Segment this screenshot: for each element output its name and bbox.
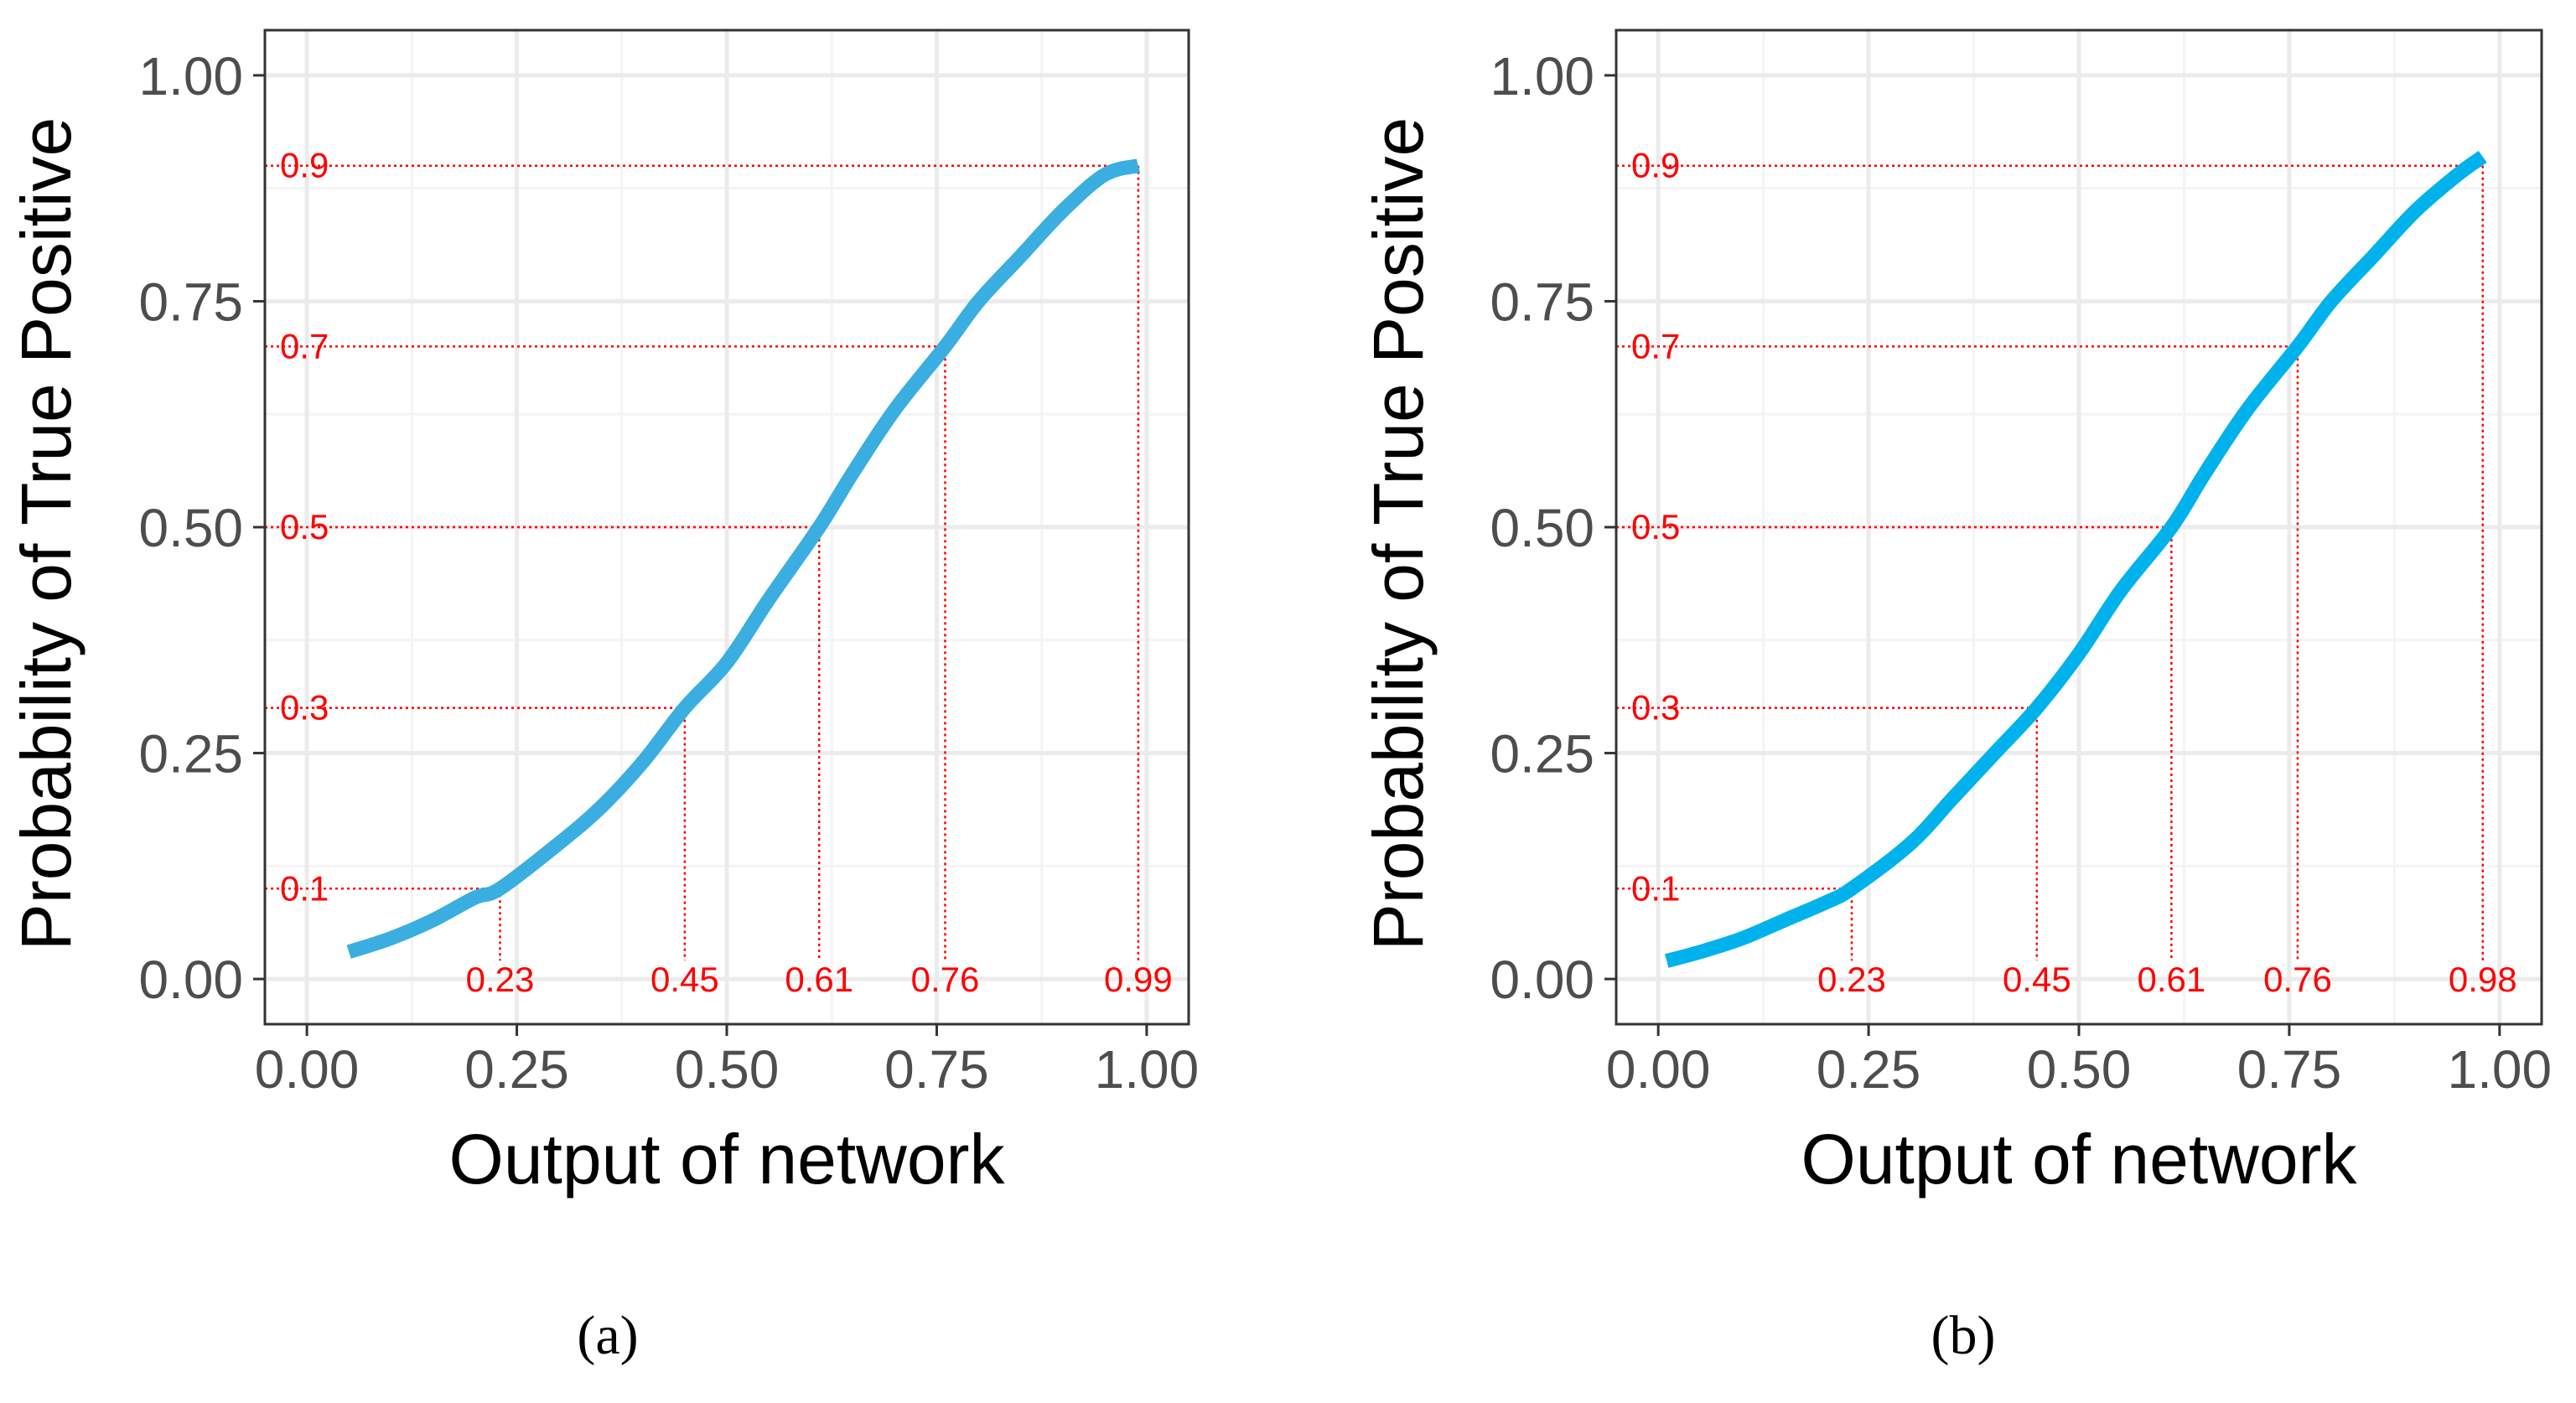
annotation-y-label: 0.1 (1631, 868, 1680, 908)
y-tick-label: 0.75 (138, 272, 243, 332)
annotation-labels: 0.1 0.23 0.3 0.45 0.5 0.61 0.7 0.76 0.9 0.98 (1631, 146, 2517, 999)
annotation-x-label: 0.23 (1817, 960, 1886, 999)
x-tick-label: 0.50 (675, 1039, 780, 1100)
chart-panel-a: 0.10.230.30.450.50.610.70.760.90.990.00 0… (7, 28, 1199, 1366)
x-axis-ticks: 0.00 0.25 0.50 0.75 1.00 (1606, 1024, 2552, 1100)
annotation-y-label: 0.7 (280, 326, 329, 365)
annotation-y-label: 0.5 (1631, 507, 1680, 546)
y-tick-label: 0.75 (1490, 272, 1594, 332)
x-tick-label: 1.00 (1095, 1039, 1200, 1100)
x-tick-label: 0.25 (464, 1039, 569, 1100)
annotation-y-label: 0.9 (280, 146, 329, 185)
annotation-guides (265, 164, 1140, 961)
x-axis-title: Output of network (448, 1120, 1005, 1199)
probability-curve (1665, 150, 2487, 968)
annotation-y-label: 0.3 (280, 688, 329, 727)
chart-panel-b: 0.10.230.30.450.50.610.70.760.90.980.00 0… (1359, 28, 2552, 1366)
annotation-x-label: 0.45 (650, 960, 719, 999)
annotation-x-label: 0.76 (2263, 960, 2332, 999)
y-tick-label: 1.00 (138, 46, 243, 106)
annotation-x-label: 0.76 (911, 960, 980, 999)
annotation-guides (1616, 164, 2484, 961)
annotation-y-label: 0.5 (280, 507, 329, 546)
y-axis-title: Probability of True Positive (7, 117, 86, 950)
y-tick-label: 0.25 (1490, 724, 1594, 784)
x-axis-ticks: 0.00 0.25 0.50 0.75 1.00 (255, 1024, 1199, 1100)
x-tick-label: 0.00 (1606, 1039, 1711, 1100)
annotation-x-label: 0.99 (1104, 960, 1173, 999)
panel-caption: (a) (577, 1305, 638, 1366)
annotation-y-label: 0.3 (1631, 688, 1680, 727)
y-tick-label: 0.00 (138, 950, 243, 1010)
y-tick-label: 0.00 (1490, 950, 1594, 1010)
annotation-x-label: 0.98 (2449, 960, 2517, 999)
y-tick-label: 0.50 (138, 498, 243, 558)
y-axis-ticks: 0.00 0.25 0.50 0.75 1.00 (1490, 46, 1616, 1010)
x-axis-title: Output of network (1801, 1120, 2357, 1199)
y-tick-label: 0.25 (138, 724, 243, 784)
x-tick-label: 0.00 (255, 1039, 360, 1100)
y-axis-ticks: 0.00 0.25 0.50 0.75 1.00 (138, 46, 265, 1010)
annotation-y-label: 0.1 (280, 868, 329, 908)
x-tick-label: 0.50 (2027, 1039, 2132, 1100)
annotation-labels: 0.1 0.23 0.3 0.45 0.5 0.61 0.7 0.76 0.9 0.99 (280, 146, 1173, 999)
x-tick-label: 0.75 (2237, 1039, 2342, 1100)
annotation-x-label: 0.61 (2138, 960, 2206, 999)
panel-caption: (b) (1931, 1305, 1996, 1366)
annotation-x-label: 0.45 (2003, 960, 2071, 999)
annotation-y-label: 0.7 (1631, 326, 1680, 365)
annotation-x-label: 0.61 (785, 960, 853, 999)
x-tick-label: 1.00 (2448, 1039, 2553, 1100)
y-tick-label: 0.50 (1490, 498, 1594, 558)
y-tick-label: 1.00 (1490, 46, 1594, 106)
x-tick-label: 0.75 (884, 1039, 989, 1100)
y-axis-title: Probability of True Positive (1359, 117, 1438, 950)
probability-curve (346, 158, 1141, 959)
x-tick-label: 0.25 (1817, 1039, 1921, 1100)
annotation-y-label: 0.9 (1631, 146, 1680, 185)
annotation-x-label: 0.23 (466, 960, 535, 999)
